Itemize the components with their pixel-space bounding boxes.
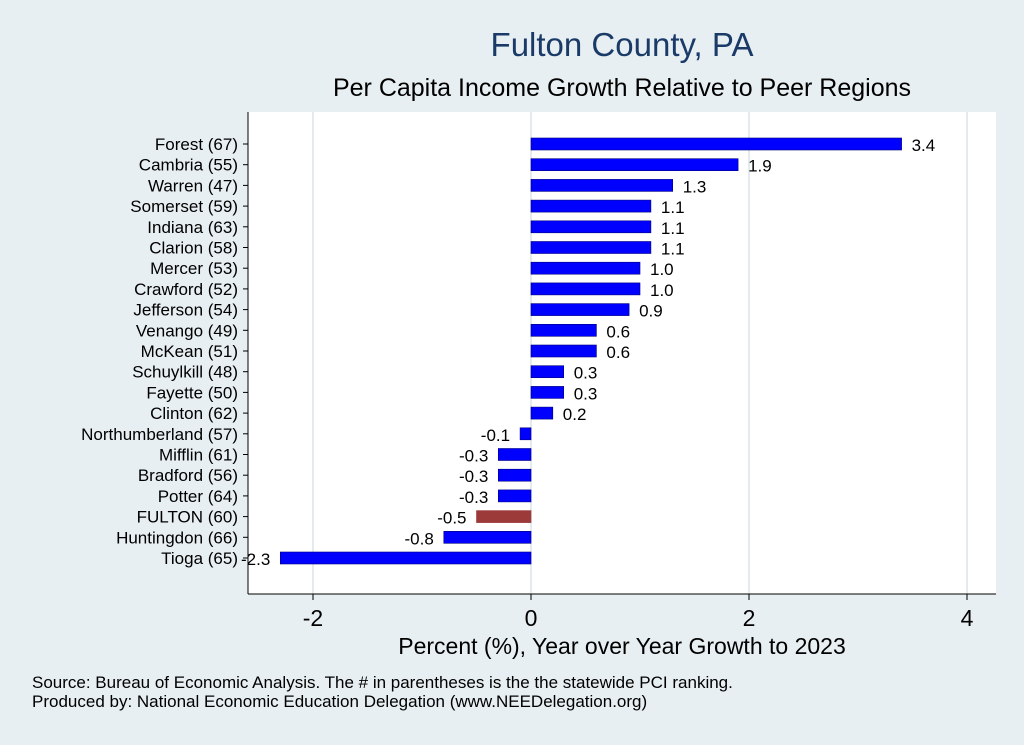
x-axis-title: Percent (%), Year over Year Growth to 20… [398,633,846,659]
bar [530,344,597,358]
bar [530,406,554,420]
bar [519,427,532,441]
bar [530,261,641,275]
value-label: 1.3 [683,177,707,196]
category-label: Mercer (53) [150,259,238,278]
category-label: FULTON (60) [137,508,238,527]
bar [279,551,532,565]
category-label: Forest (67) [155,135,238,154]
category-label: Clarion (58) [149,239,238,258]
category-label: Fayette (50) [146,383,238,402]
category-label: Venango (49) [136,321,238,340]
value-label: -0.8 [405,529,434,548]
value-label: 0.6 [606,322,630,341]
value-label: 1.1 [661,240,685,259]
value-label: 1.0 [650,281,674,300]
bar [530,241,652,254]
category-label: Cambria (55) [139,156,238,175]
value-label: -0.3 [459,467,488,486]
category-label: Potter (64) [158,487,238,506]
value-label: 0.2 [563,405,587,424]
value-label: 1.1 [661,219,685,238]
category-label: Schuylkill (48) [132,363,238,382]
value-label: -0.3 [459,447,488,466]
bar [530,323,597,337]
bar [530,179,673,192]
value-label: -2.3 [241,550,270,569]
value-label: -0.3 [459,488,488,507]
bar [530,220,652,234]
category-label: Crawford (52) [134,280,238,299]
bar [530,386,565,399]
category-label: Northumberland (57) [81,425,238,444]
value-label: 1.9 [748,157,772,176]
value-label: 0.6 [606,343,630,362]
x-tick-label: 4 [961,605,974,631]
category-label: Warren (47) [148,176,238,195]
category-label: Tioga (65) [161,549,238,568]
plot-area [248,112,996,594]
category-label: Clinton (62) [150,404,238,423]
chart-title: Fulton County, PA [490,26,754,63]
value-label: 0.3 [574,364,598,383]
value-label: 3.4 [912,136,936,155]
category-label: Huntingdon (66) [116,528,238,547]
x-tick-label: 0 [525,605,538,631]
category-label: Bradford (56) [138,466,238,485]
category-label: Mifflin (61) [159,446,238,465]
value-label: 1.0 [650,260,674,279]
category-label: McKean (51) [141,342,238,361]
chart-subtitle: Per Capita Income Growth Relative to Pee… [332,74,912,102]
value-label: -0.5 [437,509,466,528]
x-tick-label: -2 [303,605,323,631]
bar [530,158,739,171]
value-label: 1.1 [661,198,685,217]
bar [497,448,532,461]
bar [530,365,565,379]
bar [530,199,652,213]
source-note: Source: Bureau of Economic Analysis. The… [32,673,733,692]
value-label: 0.9 [639,302,663,321]
bar [497,468,532,482]
bar [443,530,532,544]
bar [530,282,641,296]
category-label: Jefferson (54) [133,301,238,320]
bar [530,137,902,151]
category-label: Indiana (63) [147,218,238,237]
bar-highlight [476,510,532,523]
value-label: -0.1 [481,426,510,445]
category-label: Somerset (59) [130,197,238,216]
value-label: 0.3 [574,384,598,403]
produced-by-note: Produced by: National Economic Education… [32,692,648,711]
x-tick-label: 2 [743,605,756,631]
bar [530,303,630,316]
bar [497,489,532,503]
